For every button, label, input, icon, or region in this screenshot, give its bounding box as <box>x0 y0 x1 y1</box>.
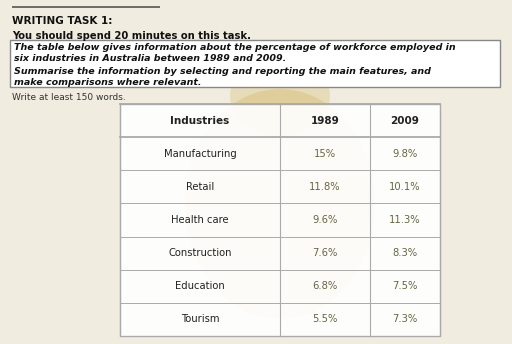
Text: Tourism: Tourism <box>181 314 219 324</box>
Text: 2009: 2009 <box>391 116 419 126</box>
Text: 7.3%: 7.3% <box>392 314 418 324</box>
Text: 10.1%: 10.1% <box>389 182 421 192</box>
Text: 1989: 1989 <box>311 116 339 126</box>
Text: 15%: 15% <box>314 149 336 159</box>
Text: Industries: Industries <box>170 116 229 126</box>
Text: 7.5%: 7.5% <box>392 281 418 291</box>
Text: make comparisons where relevant.: make comparisons where relevant. <box>14 78 202 87</box>
Text: 7.6%: 7.6% <box>312 248 338 258</box>
Text: 11.3%: 11.3% <box>389 215 421 225</box>
Text: Write at least 150 words.: Write at least 150 words. <box>12 93 126 102</box>
Text: 8.3%: 8.3% <box>392 248 418 258</box>
Text: 5.5%: 5.5% <box>312 314 338 324</box>
Text: Summarise the information by selecting and reporting the main features, and: Summarise the information by selecting a… <box>14 67 431 76</box>
Text: six industries in Australia between 1989 and 2009.: six industries in Australia between 1989… <box>14 54 286 63</box>
Text: WRITING TASK 1:: WRITING TASK 1: <box>12 16 112 26</box>
Text: 9.6%: 9.6% <box>312 215 338 225</box>
Text: Retail: Retail <box>186 182 214 192</box>
Text: Manufacturing: Manufacturing <box>164 149 237 159</box>
Text: You should spend 20 minutes on this task.: You should spend 20 minutes on this task… <box>12 31 251 41</box>
FancyBboxPatch shape <box>120 104 440 336</box>
FancyBboxPatch shape <box>10 40 500 87</box>
Text: Health care: Health care <box>171 215 229 225</box>
Text: Construction: Construction <box>168 248 232 258</box>
Text: 9.8%: 9.8% <box>392 149 418 159</box>
Ellipse shape <box>230 56 330 136</box>
Text: Education: Education <box>175 281 225 291</box>
Text: The table below gives information about the percentage of workforce employed in: The table below gives information about … <box>14 43 456 52</box>
Ellipse shape <box>185 89 375 319</box>
Text: 6.8%: 6.8% <box>312 281 337 291</box>
Text: 11.8%: 11.8% <box>309 182 341 192</box>
